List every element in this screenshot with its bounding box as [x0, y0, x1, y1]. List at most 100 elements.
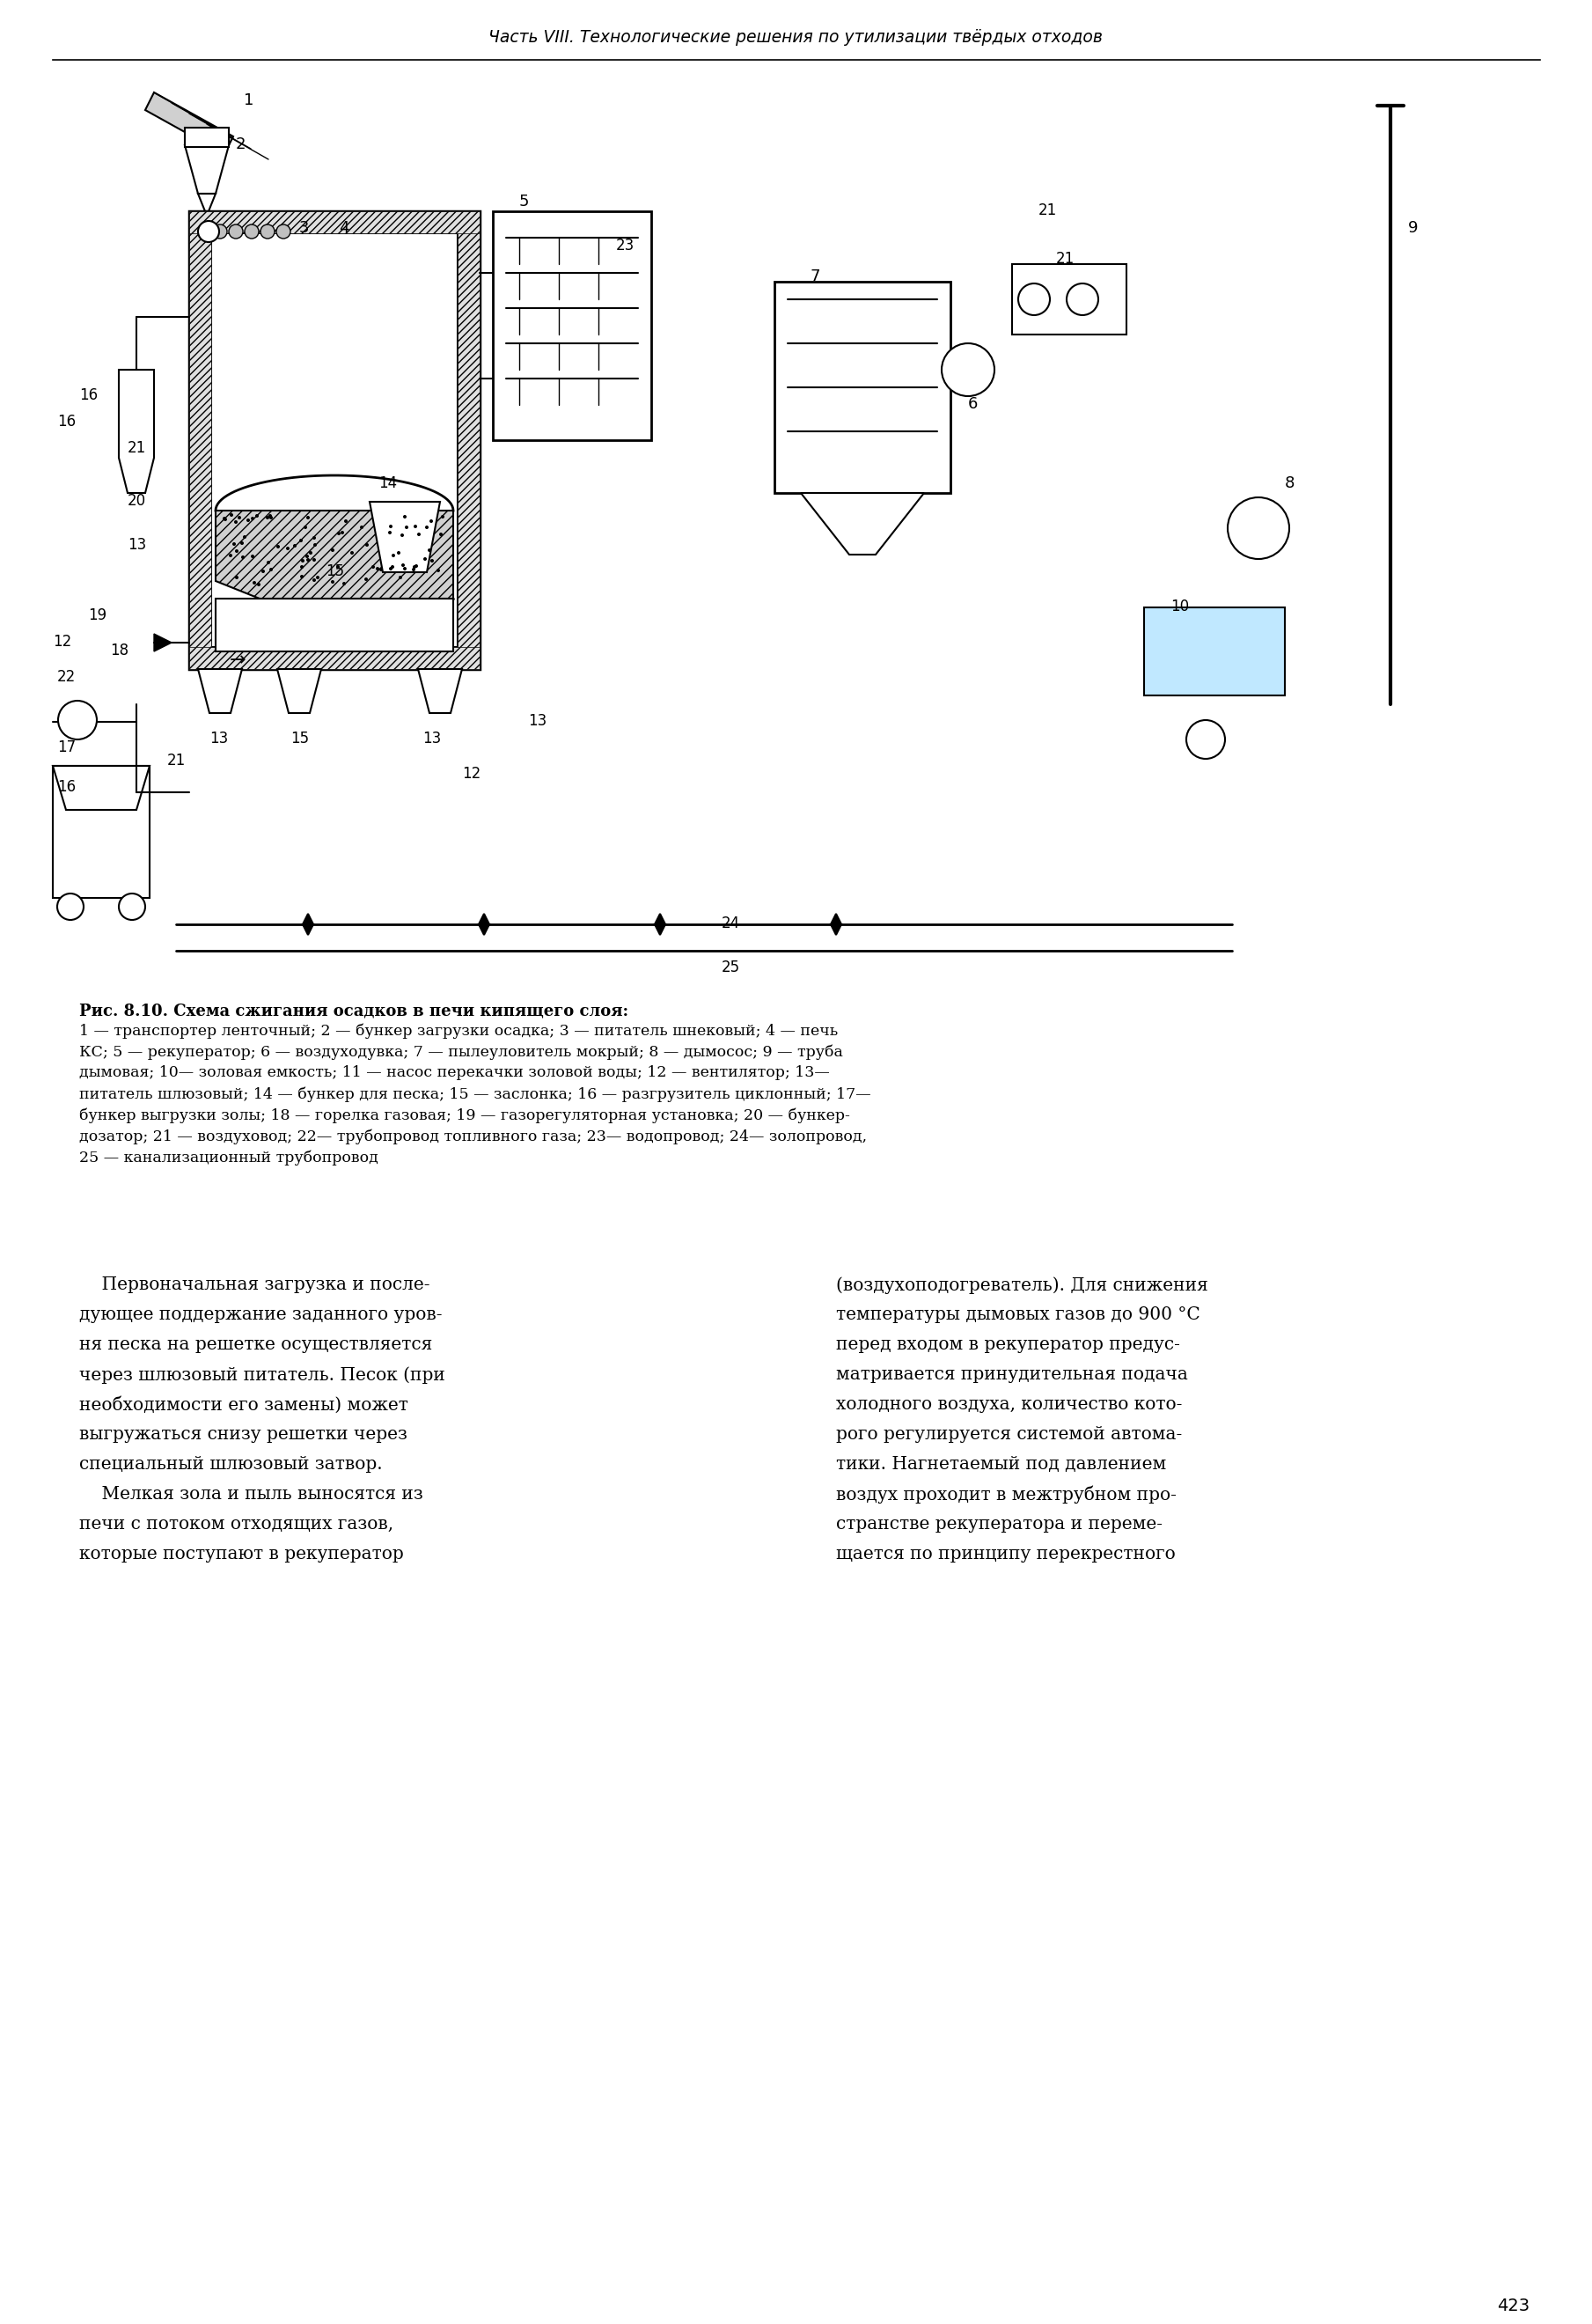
Circle shape — [315, 576, 320, 579]
Circle shape — [252, 516, 255, 521]
Text: дующее поддержание заданного уров-: дующее поддержание заданного уров- — [80, 1306, 443, 1322]
Text: 5: 5 — [519, 193, 530, 209]
Text: Мелкая зола и пыль выносятся из: Мелкая зола и пыль выносятся из — [80, 1485, 423, 1504]
Text: матривается принудительная подача: матривается принудительная подача — [836, 1367, 1188, 1383]
Circle shape — [414, 565, 419, 567]
Text: бункер выгрузки золы; 18 — горелка газовая; 19 — газорегуляторная установка; 20 : бункер выгрузки золы; 18 — горелка газов… — [80, 1109, 850, 1122]
Circle shape — [941, 344, 995, 395]
Circle shape — [266, 560, 271, 565]
Text: 9: 9 — [1407, 221, 1418, 237]
Text: 13: 13 — [127, 537, 146, 553]
Text: температуры дымовых газов до 900 °С: температуры дымовых газов до 900 °С — [836, 1306, 1200, 1322]
Text: 1 — транспортер ленточный; 2 — бункер загрузки осадка; 3 — питатель шнековый; 4 : 1 — транспортер ленточный; 2 — бункер за… — [80, 1023, 837, 1039]
Circle shape — [301, 574, 304, 579]
Bar — [185, 128, 229, 146]
Text: 12: 12 — [57, 713, 76, 730]
Bar — [494, 211, 651, 439]
Text: холодного воздуха, количество кото-: холодного воздуха, количество кото- — [836, 1397, 1183, 1413]
Circle shape — [414, 525, 417, 528]
Bar — [189, 211, 479, 232]
Circle shape — [306, 558, 310, 562]
Circle shape — [256, 583, 261, 586]
Text: 16: 16 — [80, 388, 97, 402]
Polygon shape — [197, 193, 215, 211]
Text: 13: 13 — [210, 730, 228, 746]
Circle shape — [261, 569, 264, 574]
Text: щается по принципу перекрестного: щается по принципу перекрестного — [836, 1545, 1175, 1562]
Circle shape — [341, 530, 344, 535]
Circle shape — [245, 225, 259, 239]
Polygon shape — [479, 925, 489, 934]
Bar — [212, 232, 457, 646]
Circle shape — [119, 892, 145, 920]
Bar — [457, 211, 479, 669]
Polygon shape — [53, 767, 150, 809]
Text: воздух проходит в межтрубном про-: воздух проходит в межтрубном про- — [836, 1485, 1176, 1504]
Polygon shape — [277, 669, 322, 713]
Circle shape — [301, 560, 304, 562]
Polygon shape — [479, 913, 489, 925]
Circle shape — [244, 535, 247, 539]
Circle shape — [403, 516, 406, 518]
Text: питатель шлюзовый; 14 — бункер для песка; 15 — заслонка; 16 — разгрузитель цикло: питатель шлюзовый; 14 — бункер для песка… — [80, 1085, 871, 1102]
Text: 2: 2 — [236, 137, 247, 153]
Polygon shape — [154, 634, 172, 651]
Circle shape — [314, 544, 317, 546]
Bar — [189, 646, 479, 669]
Polygon shape — [801, 493, 923, 555]
Circle shape — [365, 576, 368, 581]
Circle shape — [417, 532, 420, 537]
Circle shape — [269, 514, 272, 518]
Bar — [189, 211, 479, 669]
Text: тики. Нагнетаемый под давлением: тики. Нагнетаемый под давлением — [836, 1457, 1167, 1473]
Circle shape — [301, 565, 304, 569]
Circle shape — [350, 551, 353, 555]
Text: (воздухоподогреватель). Для снижения: (воздухоподогреватель). Для снижения — [836, 1276, 1208, 1294]
Text: 14: 14 — [379, 476, 396, 490]
Circle shape — [306, 516, 310, 518]
Circle shape — [423, 558, 427, 560]
Text: 20: 20 — [127, 493, 146, 509]
Circle shape — [277, 225, 290, 239]
Polygon shape — [145, 93, 232, 153]
Circle shape — [401, 562, 404, 567]
Circle shape — [229, 225, 244, 239]
Circle shape — [403, 567, 406, 569]
Circle shape — [255, 514, 259, 518]
Circle shape — [269, 516, 272, 518]
Circle shape — [197, 221, 220, 242]
Text: 21: 21 — [1055, 251, 1075, 267]
Polygon shape — [419, 669, 462, 713]
Bar — [1013, 265, 1127, 335]
Text: 1: 1 — [244, 93, 253, 109]
Polygon shape — [654, 913, 665, 925]
Bar — [1145, 607, 1285, 695]
Text: ня песка на решетке осуществляется: ня песка на решетке осуществляется — [80, 1336, 433, 1353]
Polygon shape — [831, 913, 841, 925]
Text: КС; 5 — рекуператор; 6 — воздуходувка; 7 — пылеуловитель мокрый; 8 — дымосос; 9 : КС; 5 — рекуператор; 6 — воздуходувка; 7… — [80, 1043, 844, 1060]
Text: 6: 6 — [968, 395, 977, 411]
Text: дымовая; 10— золовая емкость; 11 — насос перекачки золовой воды; 12 — вентилятор: дымовая; 10— золовая емкость; 11 — насос… — [80, 1064, 829, 1081]
Circle shape — [379, 567, 382, 572]
Circle shape — [236, 548, 239, 553]
Text: Рис. 8.10. Схема сжигания осадков в печи кипящего слоя:: Рис. 8.10. Схема сжигания осадков в печи… — [80, 1004, 629, 1020]
Circle shape — [1186, 720, 1224, 760]
Circle shape — [388, 525, 393, 528]
Text: 8: 8 — [1285, 476, 1294, 490]
Circle shape — [401, 535, 404, 537]
Circle shape — [412, 565, 416, 569]
Circle shape — [312, 579, 315, 581]
Text: 18: 18 — [110, 644, 129, 658]
Circle shape — [237, 516, 240, 518]
Circle shape — [269, 567, 272, 572]
Circle shape — [430, 560, 435, 562]
Circle shape — [223, 516, 226, 521]
Circle shape — [213, 225, 228, 239]
Text: 12: 12 — [462, 767, 481, 781]
Circle shape — [261, 225, 274, 239]
Circle shape — [390, 565, 395, 569]
Text: 21: 21 — [1038, 202, 1057, 218]
Circle shape — [430, 518, 433, 523]
Circle shape — [331, 548, 334, 553]
Circle shape — [441, 516, 444, 518]
